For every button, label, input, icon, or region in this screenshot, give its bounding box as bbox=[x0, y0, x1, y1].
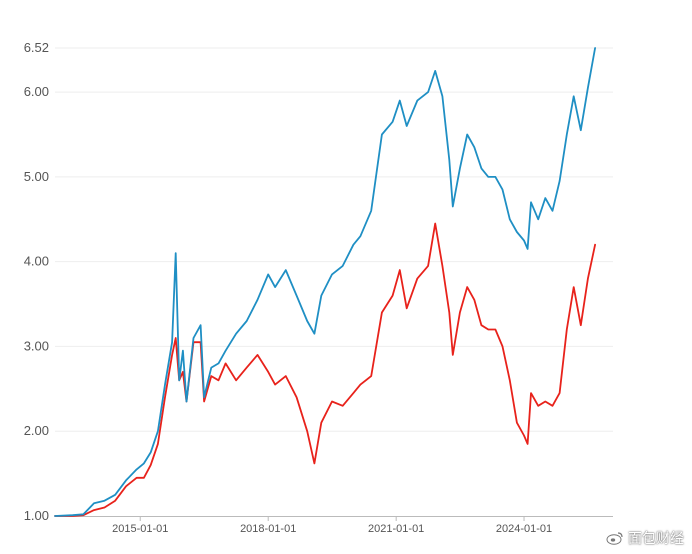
weibo-logo-icon bbox=[606, 532, 623, 545]
gridlines bbox=[55, 47, 613, 432]
y-tick-label: 6.00 bbox=[24, 84, 49, 99]
watermark-text: 面包财经 bbox=[628, 531, 684, 547]
x-axis: 2015-01-01 2018-01-01 2021-01-01 2024-01-01 bbox=[55, 516, 613, 535]
series-lines bbox=[54, 47, 596, 517]
series-line-red bbox=[54, 222, 596, 517]
watermark: 面包财经 bbox=[606, 528, 684, 548]
y-tick-label: 1.00 bbox=[24, 508, 49, 523]
x-tick-label: 2015-01-01 bbox=[112, 523, 168, 535]
y-tick-label: 6.52 bbox=[24, 40, 49, 55]
series-line-blue bbox=[54, 47, 596, 517]
y-tick-label: 4.00 bbox=[24, 254, 49, 269]
y-tick-label: 3.00 bbox=[24, 338, 49, 353]
x-tick-label: 2018-01-01 bbox=[240, 523, 296, 535]
y-axis-ticks: 1.00 2.00 3.00 4.00 5.00 6.00 6.52 bbox=[24, 40, 49, 523]
x-tick-label: 2024-01-01 bbox=[496, 523, 552, 535]
x-tick-label: 2021-01-01 bbox=[368, 523, 424, 535]
y-tick-label: 2.00 bbox=[24, 423, 49, 438]
y-tick-label: 5.00 bbox=[24, 169, 49, 184]
